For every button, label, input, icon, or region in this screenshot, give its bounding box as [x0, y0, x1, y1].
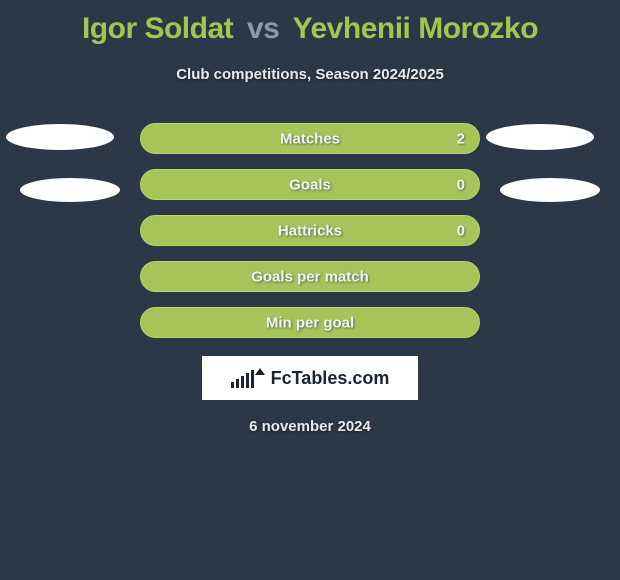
- stat-label: Goals: [289, 176, 331, 193]
- stat-row-hattricks: Hattricks 0: [140, 215, 480, 246]
- stat-row-matches: Matches 2: [140, 123, 480, 154]
- stat-row-goals-per-match: Goals per match: [140, 261, 480, 292]
- vs-separator: vs: [241, 12, 285, 45]
- competition-subtitle: Club competitions, Season 2024/2025: [0, 66, 620, 83]
- stat-row-min-per-goal: Min per goal: [140, 307, 480, 338]
- stat-value: 0: [457, 222, 465, 239]
- stat-label: Min per goal: [266, 314, 354, 331]
- player1-photo-placeholder-bottom: [20, 178, 120, 202]
- stats-bars: Matches 2 Goals 0 Hattricks 0 Goals per …: [140, 123, 480, 338]
- logo-text: FcTables.com: [271, 368, 390, 389]
- stat-label: Hattricks: [278, 222, 342, 239]
- stat-row-goals: Goals 0: [140, 169, 480, 200]
- stat-value: 0: [457, 176, 465, 193]
- player1-photo-placeholder-top: [6, 124, 114, 150]
- logo-arrow-icon: [255, 368, 265, 375]
- snapshot-date: 6 november 2024: [0, 418, 620, 435]
- player1-name: Igor Soldat: [82, 12, 233, 45]
- logo-bars-icon: [231, 368, 254, 388]
- player2-photo-placeholder-bottom: [500, 178, 600, 202]
- player2-photo-placeholder-top: [486, 124, 594, 150]
- stat-label: Matches: [280, 130, 340, 147]
- site-logo: FcTables.com: [202, 356, 418, 400]
- comparison-title: Igor Soldat vs Yevhenii Morozko: [0, 0, 620, 46]
- stat-label: Goals per match: [251, 268, 369, 285]
- player2-name: Yevhenii Morozko: [293, 12, 538, 45]
- stat-value: 2: [457, 130, 465, 147]
